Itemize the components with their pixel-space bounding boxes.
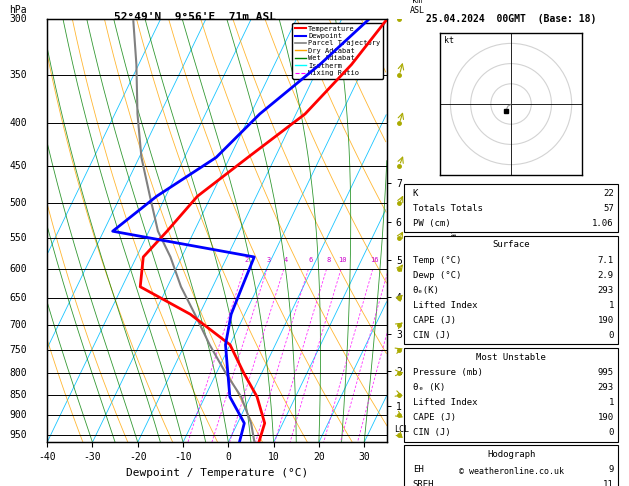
Text: 1.06: 1.06 [593,219,614,228]
Text: © weatheronline.co.uk: © weatheronline.co.uk [459,468,564,476]
Text: 0: 0 [608,331,614,340]
Text: 450: 450 [9,160,27,171]
Text: 0: 0 [608,428,614,437]
Text: 16: 16 [370,257,379,263]
Text: CIN (J): CIN (J) [413,331,450,340]
Text: CAPE (J): CAPE (J) [413,413,456,422]
Text: Hodograph: Hodograph [487,450,535,459]
Text: LCL: LCL [394,424,409,434]
Text: 995: 995 [598,368,614,377]
Text: 500: 500 [9,198,27,208]
Bar [404,445,618,486]
Text: 7.1: 7.1 [598,256,614,264]
Text: 190: 190 [598,413,614,422]
Text: 700: 700 [9,320,27,330]
Text: 400: 400 [9,118,27,128]
Text: PW (cm): PW (cm) [413,219,450,228]
Text: 293: 293 [598,286,614,295]
Text: 22: 22 [603,189,614,198]
Text: 11: 11 [603,480,614,486]
Text: Most Unstable: Most Unstable [476,353,546,362]
Bar [404,348,618,442]
Text: Totals Totals: Totals Totals [413,204,482,213]
Text: 52°49'N  9°56'E  71m ASL: 52°49'N 9°56'E 71m ASL [114,12,276,22]
Text: 2.9: 2.9 [598,271,614,279]
Text: Lifted Index: Lifted Index [413,398,477,407]
Text: SREH: SREH [413,480,434,486]
Bar [404,236,618,345]
Text: θₑ(K): θₑ(K) [413,286,440,295]
Text: 1: 1 [608,398,614,407]
Text: 1: 1 [608,301,614,310]
Text: 4: 4 [284,257,288,263]
Text: 6: 6 [308,257,313,263]
Text: hPa: hPa [9,5,27,15]
Text: 10: 10 [338,257,347,263]
Text: 850: 850 [9,390,27,399]
Text: θₑ (K): θₑ (K) [413,383,445,392]
Text: K: K [413,189,418,198]
Text: 950: 950 [9,430,27,440]
Text: 3: 3 [267,257,271,263]
Text: Lifted Index: Lifted Index [413,301,477,310]
Text: 750: 750 [9,345,27,355]
Text: EH: EH [413,465,423,474]
Text: 2: 2 [244,257,248,263]
Text: 650: 650 [9,293,27,303]
Text: 8: 8 [326,257,330,263]
Text: CAPE (J): CAPE (J) [413,316,456,325]
Text: CIN (J): CIN (J) [413,428,450,437]
Text: 9: 9 [608,465,614,474]
Text: Mixing Ratio (g/kg): Mixing Ratio (g/kg) [450,183,459,278]
Text: Surface: Surface [493,241,530,249]
Text: 57: 57 [603,204,614,213]
Text: Temp (°C): Temp (°C) [413,256,461,264]
Text: 800: 800 [9,368,27,378]
Text: 350: 350 [9,70,27,80]
Text: 190: 190 [598,316,614,325]
Text: Pressure (mb): Pressure (mb) [413,368,482,377]
Legend: Temperature, Dewpoint, Parcel Trajectory, Dry Adiabat, Wet Adiabat, Isotherm, Mi: Temperature, Dewpoint, Parcel Trajectory… [292,23,383,79]
Text: 25.04.2024  00GMT  (Base: 18): 25.04.2024 00GMT (Base: 18) [426,15,596,24]
Bar [404,184,618,232]
Text: km
ASL: km ASL [410,0,425,15]
Text: 600: 600 [9,264,27,274]
X-axis label: Dewpoint / Temperature (°C): Dewpoint / Temperature (°C) [126,468,308,478]
Text: 550: 550 [9,233,27,243]
Text: 300: 300 [9,15,27,24]
Text: 900: 900 [9,410,27,420]
Text: 293: 293 [598,383,614,392]
Text: Dewp (°C): Dewp (°C) [413,271,461,279]
